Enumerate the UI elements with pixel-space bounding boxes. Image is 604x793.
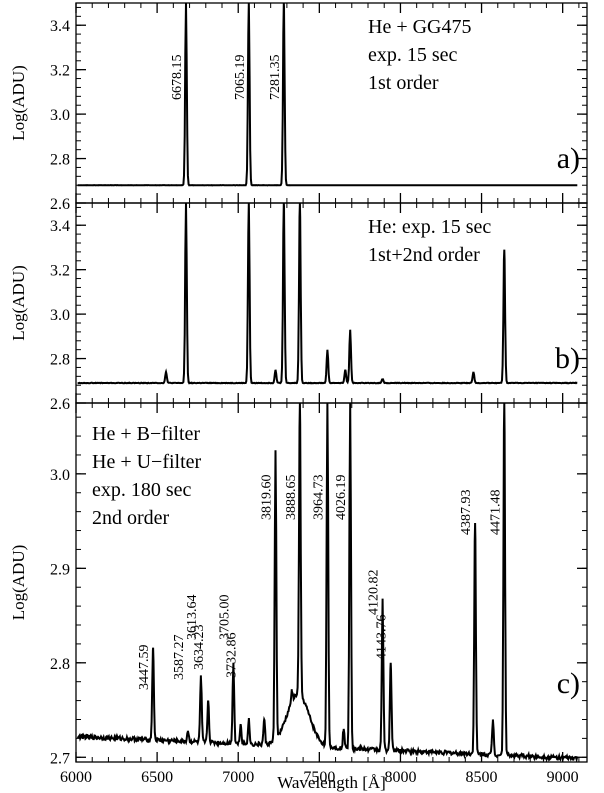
panel-frame (75, 202, 588, 404)
annotation-line: He + GG475 (368, 16, 472, 38)
line-wavelength-label: 4143.76 (375, 615, 390, 661)
annotation-line: He + B−filter (92, 423, 200, 445)
y-tick-label: 3.2 (50, 63, 70, 80)
annotation-line: He + U−filter (92, 451, 202, 473)
line-wavelength-label: 4120.82 (367, 570, 382, 616)
x-tick-label: 7500 (303, 769, 335, 786)
x-tick-label: 9000 (547, 769, 579, 786)
x-tick-label: 7000 (222, 769, 254, 786)
y-tick-label: 3.0 (50, 107, 70, 124)
panel-frame (75, 402, 588, 763)
spectrum-line (77, 3, 578, 187)
line-wavelength-label: 3819.60 (260, 475, 275, 521)
panel-label: b) (555, 342, 580, 375)
line-wavelength-label: 3732.86 (225, 633, 240, 679)
annotation-line: He: exp. 15 sec (368, 216, 491, 238)
panel-frame (75, 2, 588, 204)
spectrum-line (76, 403, 579, 762)
y-tick-label: 2.9 (50, 561, 70, 578)
panel-b: 2.6 2.8 3.0 3.2 3.4 Log(ADU) He: exp. 15 sec 1s… (9, 202, 588, 413)
line-wavelength-label: 3447.59 (137, 645, 152, 691)
y-tick-label: 2.8 (50, 152, 70, 169)
x-tick-label: 6000 (60, 769, 92, 786)
y-tick-label: 3.0 (50, 307, 70, 324)
line-wavelength-label: 3888.65 (284, 475, 299, 521)
y-tick-label: 2.8 (50, 352, 70, 369)
y-tick-label: 3.4 (50, 18, 70, 35)
y-tick-label: 2.8 (50, 656, 70, 673)
line-wavelength-label: 6678.15 (170, 55, 185, 101)
y-axis-label: Log(ADU) (9, 65, 28, 141)
y-tick-label: 2.6 (50, 396, 70, 413)
line-wavelength-label: 7281.35 (268, 55, 283, 101)
x-axis-label: Wavelength [Å] (277, 773, 386, 792)
y-tick-label: 2.6 (50, 196, 70, 213)
y-tick-label: 3.4 (50, 218, 70, 235)
y-tick-label: 2.7 (50, 750, 70, 767)
x-tick-label: 8000 (384, 769, 416, 786)
y-tick-label: 3.0 (50, 467, 70, 484)
line-wavelength-label: 3613.64 (185, 595, 200, 641)
spectrum-line (77, 203, 578, 385)
line-wavelength-label: 3634.23 (192, 625, 207, 671)
panel-label: a) (557, 142, 580, 175)
annotation-line: exp. 180 sec (92, 479, 192, 501)
line-wavelength-label: 3964.73 (311, 475, 326, 521)
line-wavelength-label: 4387.93 (459, 490, 474, 535)
panel-a: 2.6 2.8 3.0 3.2 3.4 Log(ADU) 6678.15 7065.19 728… (9, 2, 588, 213)
x-tick-label: 6500 (141, 769, 173, 786)
panel-label: c) (557, 667, 580, 700)
annotation-line: 1st+2nd order (368, 244, 480, 266)
annotation-line: exp. 15 sec (368, 44, 458, 66)
y-axis-label: Log(ADU) (9, 265, 28, 341)
y-axis-label: Log(ADU) (9, 545, 28, 621)
annotation-line: 2nd order (92, 507, 170, 529)
panel-c: 2.7 2.8 2.9 3.0 6000 6500 7000 7500 8000 8500 9000… (9, 402, 588, 792)
line-wavelength-label: 3705.00 (217, 595, 232, 641)
line-wavelength-label: 7065.19 (233, 55, 248, 101)
y-tick-label: 3.2 (50, 263, 70, 280)
x-tick-label: 8500 (466, 769, 498, 786)
line-wavelength-label: 4026.19 (334, 475, 349, 521)
line-wavelength-label: 4471.48 (488, 490, 503, 536)
line-wavelength-label: 3587.27 (172, 635, 187, 681)
annotation-line: 1st order (368, 72, 439, 94)
